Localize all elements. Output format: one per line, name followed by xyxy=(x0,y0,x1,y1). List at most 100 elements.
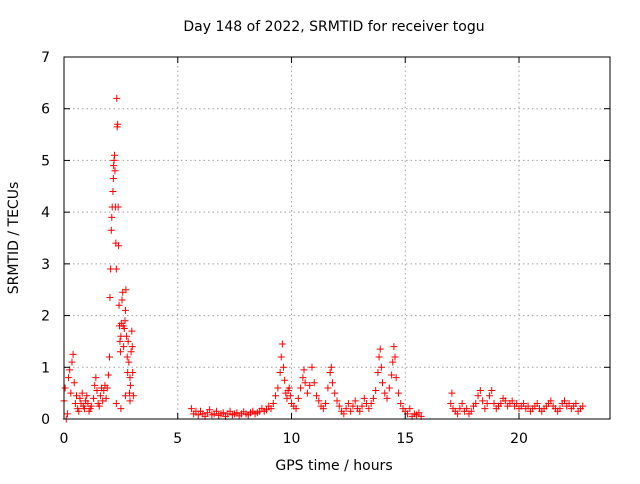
data-point xyxy=(286,392,294,400)
data-point xyxy=(572,399,580,407)
data-point xyxy=(262,406,270,414)
data-point xyxy=(90,394,98,402)
data-point xyxy=(206,406,214,414)
data-point xyxy=(358,402,366,410)
data-point xyxy=(301,379,309,387)
data-point xyxy=(501,397,509,405)
data-point xyxy=(114,120,122,128)
data-point xyxy=(388,371,396,379)
y-tick-label: 0 xyxy=(41,412,50,428)
data-point xyxy=(463,405,471,413)
data-point xyxy=(95,402,103,410)
data-point xyxy=(92,374,100,382)
data-point xyxy=(579,402,587,410)
data-point xyxy=(561,397,568,405)
data-point xyxy=(117,405,125,413)
data-point xyxy=(106,293,114,301)
data-point xyxy=(128,327,136,335)
data-point xyxy=(276,368,284,376)
data-point xyxy=(520,399,528,407)
y-tick-label: 6 xyxy=(41,102,50,118)
data-point xyxy=(360,394,368,402)
data-point xyxy=(278,340,286,348)
data-point xyxy=(127,348,135,356)
data-point xyxy=(123,353,131,361)
data-point xyxy=(458,399,466,407)
data-point xyxy=(303,389,311,397)
data-point xyxy=(483,399,491,407)
data-point xyxy=(335,402,343,410)
data-point xyxy=(356,407,364,415)
data-point xyxy=(310,379,318,387)
data-point xyxy=(111,151,119,159)
data-point xyxy=(447,399,455,407)
data-point xyxy=(490,399,498,407)
x-tick-label: 5 xyxy=(173,431,182,447)
data-point xyxy=(219,409,227,417)
data-point xyxy=(63,410,71,418)
data-point xyxy=(102,394,110,402)
data-point xyxy=(454,410,462,418)
y-tick-label: 3 xyxy=(41,257,50,273)
data-point xyxy=(115,242,123,250)
data-point xyxy=(123,332,131,340)
data-point xyxy=(391,353,399,361)
data-point xyxy=(344,399,352,407)
data-point xyxy=(306,381,314,389)
data-point xyxy=(104,371,112,379)
data-point xyxy=(187,405,195,413)
data-point xyxy=(106,353,113,361)
data-point xyxy=(369,394,377,402)
data-point xyxy=(267,405,275,413)
data-point xyxy=(128,343,136,351)
y-tick-label: 1 xyxy=(41,360,50,376)
data-point xyxy=(476,387,484,395)
data-point xyxy=(109,187,117,195)
data-point xyxy=(327,363,335,371)
data-point xyxy=(481,405,489,413)
data-point xyxy=(103,384,111,392)
data-point xyxy=(294,394,302,402)
data-point xyxy=(524,402,532,410)
data-point xyxy=(397,399,405,407)
data-point xyxy=(115,301,123,309)
data-point xyxy=(508,397,516,405)
data-point xyxy=(467,407,475,415)
data-point xyxy=(112,399,120,407)
data-point xyxy=(109,175,117,183)
data-point xyxy=(129,368,137,376)
data-point xyxy=(300,366,308,374)
data-point xyxy=(277,353,285,361)
data-point xyxy=(415,409,423,417)
data-point xyxy=(114,203,122,211)
data-point xyxy=(347,407,355,415)
data-point xyxy=(126,397,134,405)
data-point xyxy=(108,213,116,221)
data-point xyxy=(547,397,555,405)
data-point xyxy=(65,374,73,382)
plot-frame xyxy=(63,56,611,420)
data-point xyxy=(93,387,101,395)
data-point xyxy=(472,399,480,407)
y-tick-label: 2 xyxy=(41,309,50,325)
data-point xyxy=(377,363,385,371)
data-points xyxy=(60,94,587,423)
data-point xyxy=(474,392,482,400)
data-point xyxy=(285,384,293,392)
data-point xyxy=(113,94,121,102)
data-point xyxy=(126,389,134,397)
data-point xyxy=(68,358,76,366)
data-point xyxy=(533,399,541,407)
data-point xyxy=(274,384,282,392)
data-point xyxy=(111,167,119,175)
data-point xyxy=(322,399,330,407)
data-point xyxy=(513,399,521,407)
axis-ticks: 0 1 2 3 4 5 6 7 0 5 10 15 20 xyxy=(41,50,610,447)
data-point xyxy=(78,389,86,397)
data-point xyxy=(280,363,288,371)
data-point xyxy=(488,387,496,395)
data-point xyxy=(120,325,128,332)
data-point xyxy=(116,348,124,356)
data-point xyxy=(326,368,334,376)
